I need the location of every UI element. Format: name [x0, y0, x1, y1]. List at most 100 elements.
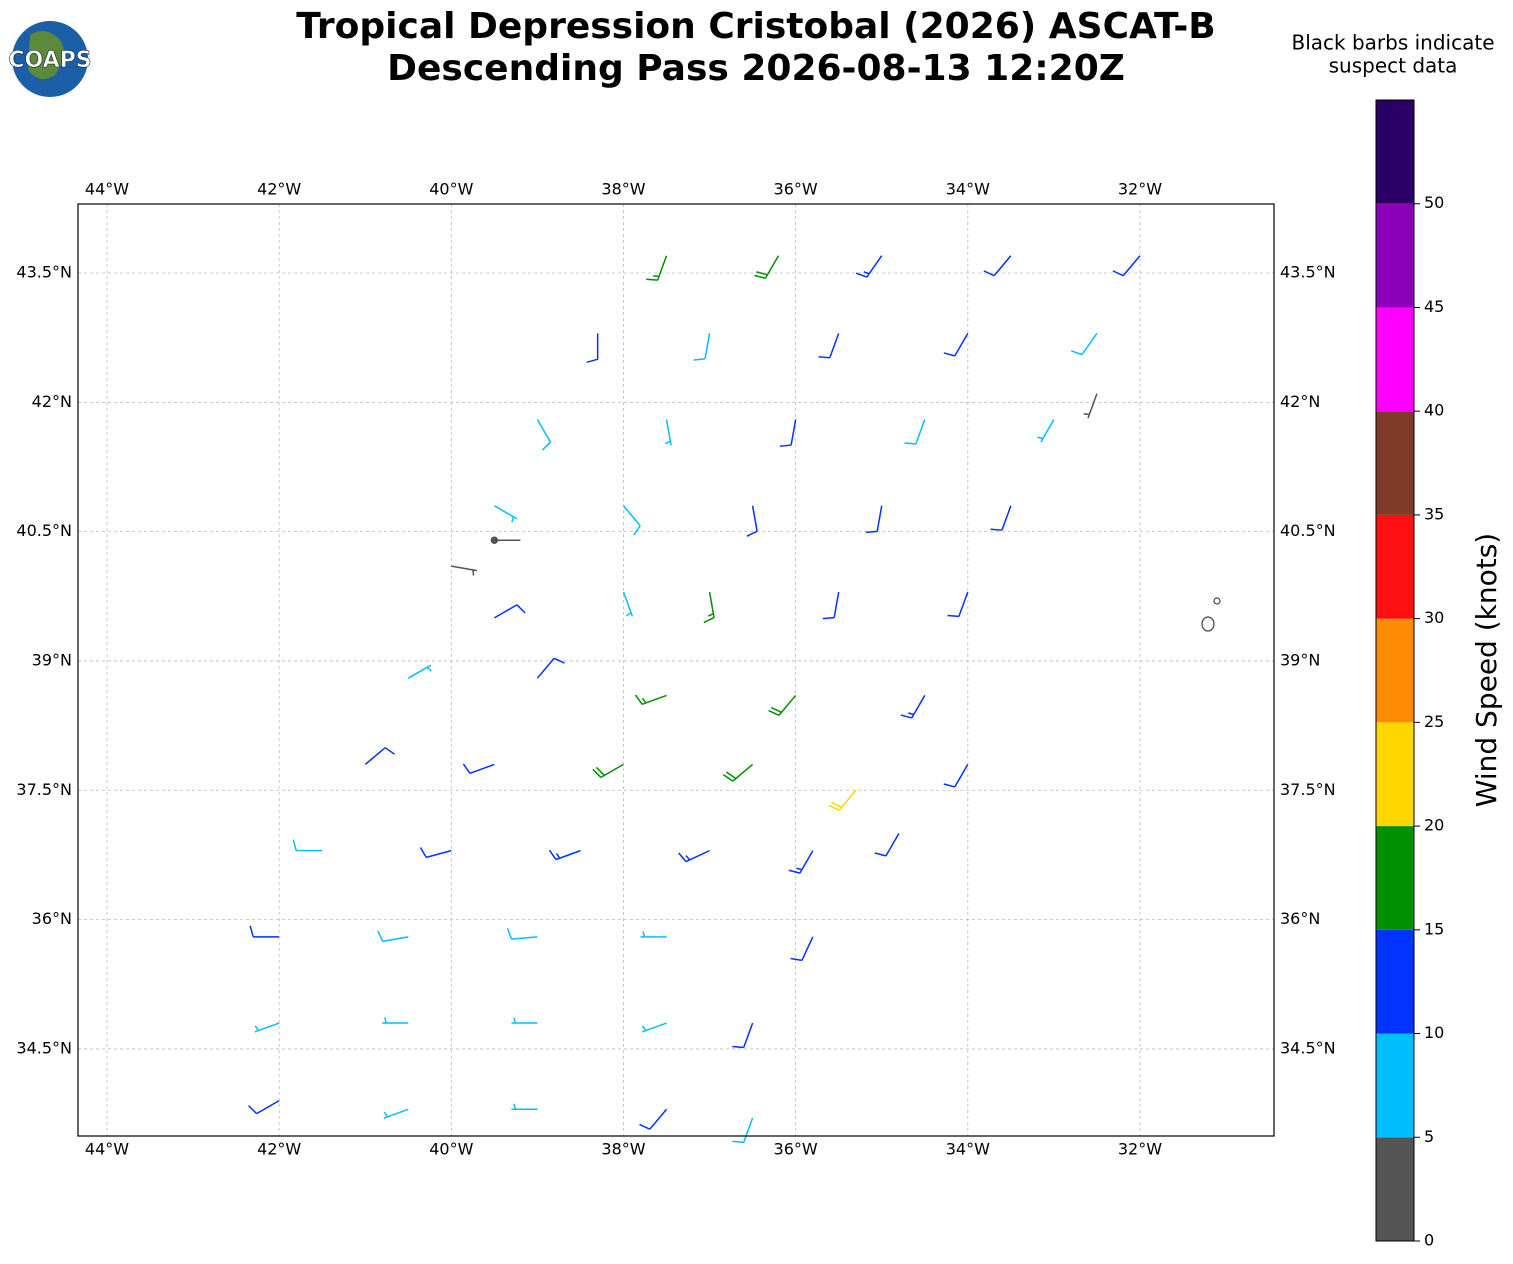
x-tick-label: 44°W [85, 1140, 129, 1159]
wind-barb [990, 505, 1012, 531]
x-tick-label: 34°W [946, 1140, 990, 1159]
wind-barb [640, 931, 667, 938]
wind-barb [874, 833, 900, 857]
island-outline [1213, 597, 1221, 605]
colorbar-segment [1376, 514, 1414, 619]
colorbar-tick-label: 40 [1424, 401, 1444, 420]
wind-barb [722, 763, 754, 782]
wind-barb [536, 657, 565, 679]
y-tick-label: 39°N [1280, 650, 1320, 669]
x-tick-label: 40°W [429, 1140, 473, 1159]
wind-barb [382, 1017, 409, 1024]
wind-barb [754, 255, 780, 279]
colorbar-label: Wind Speed (knots) [1470, 533, 1503, 807]
wind-barb [983, 255, 1012, 277]
wind-barb [292, 839, 323, 852]
map-frame [77, 203, 1275, 1137]
colorbar-segment [1376, 203, 1414, 308]
wind-barb [822, 591, 840, 620]
wind-barb [639, 1108, 668, 1130]
y-tick-label: 36°N [32, 909, 72, 928]
wind-barb [943, 764, 969, 788]
y-tick-label: 43.5°N [16, 262, 72, 281]
wind-barb [779, 419, 797, 447]
island [1201, 597, 1221, 632]
colorbar-tick-label: 10 [1424, 1023, 1444, 1042]
wind-barb [1112, 255, 1141, 277]
x-tick-label: 42°W [257, 180, 301, 199]
colorbar-tick-label: 35 [1424, 504, 1444, 523]
wind-barb [865, 505, 883, 534]
colorbar-tick-label: 45 [1424, 297, 1444, 316]
wind-barb [1071, 332, 1098, 356]
x-tick-label: 34°W [946, 180, 990, 199]
wind-barb [646, 255, 668, 281]
island-outline [1201, 616, 1215, 632]
wind-barb [451, 565, 478, 576]
colorbar-segment [1376, 1137, 1414, 1241]
wind-barb [586, 333, 599, 364]
wind-barb [788, 850, 814, 874]
logo-land [28, 31, 64, 79]
colorbar: 0 5 10 15 20 25 30 35 40 45 50 [1375, 99, 1444, 1250]
x-tick-label: 42°W [257, 1140, 301, 1159]
wind-barb [855, 255, 883, 278]
wind-barb [622, 591, 634, 617]
wind-barb [407, 664, 432, 679]
wind-barb [818, 333, 840, 359]
wind-barb [746, 505, 758, 537]
wind-barb [493, 505, 518, 523]
y-tick-label: 34.5°N [1280, 1038, 1336, 1057]
colorbar-segment [1376, 100, 1414, 204]
y-tick-label: 40.5°N [16, 521, 72, 540]
wind-barb [732, 1117, 754, 1144]
wind-barb [511, 1103, 538, 1111]
colorbar-segment [1376, 929, 1414, 1034]
colorbar-tick-label: 15 [1424, 919, 1444, 938]
y-tick-label: 36°N [1280, 909, 1320, 928]
wind-barb [641, 1022, 667, 1033]
colorbar-segment [1376, 826, 1414, 930]
wind-barb [249, 925, 280, 938]
wind-barb [1037, 419, 1055, 443]
x-tick-label: 38°W [601, 180, 645, 199]
wind-barb [678, 849, 710, 863]
wind-barb [664, 419, 672, 446]
y-tick-label: 37.5°N [1280, 780, 1336, 799]
wind-barb [383, 1108, 409, 1119]
logo-text: COAPS [8, 48, 91, 73]
x-tick-label: 36°W [774, 1140, 818, 1159]
wind-barb [364, 747, 395, 765]
barbs [248, 255, 1141, 1144]
colorbar-segment [1376, 307, 1414, 412]
logo: COAPS [8, 21, 92, 97]
y-tick-label: 39°N [32, 650, 72, 669]
colorbar-segment [1376, 722, 1414, 827]
y-tick-label: 34.5°N [16, 1038, 72, 1057]
y-tick-label: 42°N [1280, 392, 1320, 411]
wind-barb [634, 694, 667, 706]
y-tick-label: 40.5°N [1280, 521, 1336, 540]
wind-barb [693, 333, 711, 361]
wind-barb [1083, 393, 1098, 419]
map-area [78, 204, 1274, 1136]
colorbar-segment [1376, 1033, 1414, 1138]
wind-barb [828, 789, 857, 811]
wind-barb [419, 847, 452, 859]
wind-barb [622, 505, 641, 536]
y-tick-label: 43.5°N [1280, 262, 1336, 281]
chart-title: Descending Pass 2026-08-13 12:20Z [387, 48, 1125, 89]
wind-barb [511, 1017, 538, 1024]
chart-title: Tropical Depression Cristobal (2026) ASC… [296, 6, 1215, 47]
wind-barb [536, 419, 552, 451]
annotation: Black barbs indicate [1292, 31, 1495, 55]
colorbar-tick-label: 20 [1424, 816, 1444, 835]
wind-barb [732, 1022, 754, 1049]
grid [78, 204, 1274, 1136]
wind-barb [548, 849, 581, 861]
wind-barb [947, 591, 969, 618]
wind-barb [943, 332, 969, 357]
y-tick-label: 42°N [32, 392, 72, 411]
colorbar-tick-label: 50 [1424, 193, 1444, 212]
